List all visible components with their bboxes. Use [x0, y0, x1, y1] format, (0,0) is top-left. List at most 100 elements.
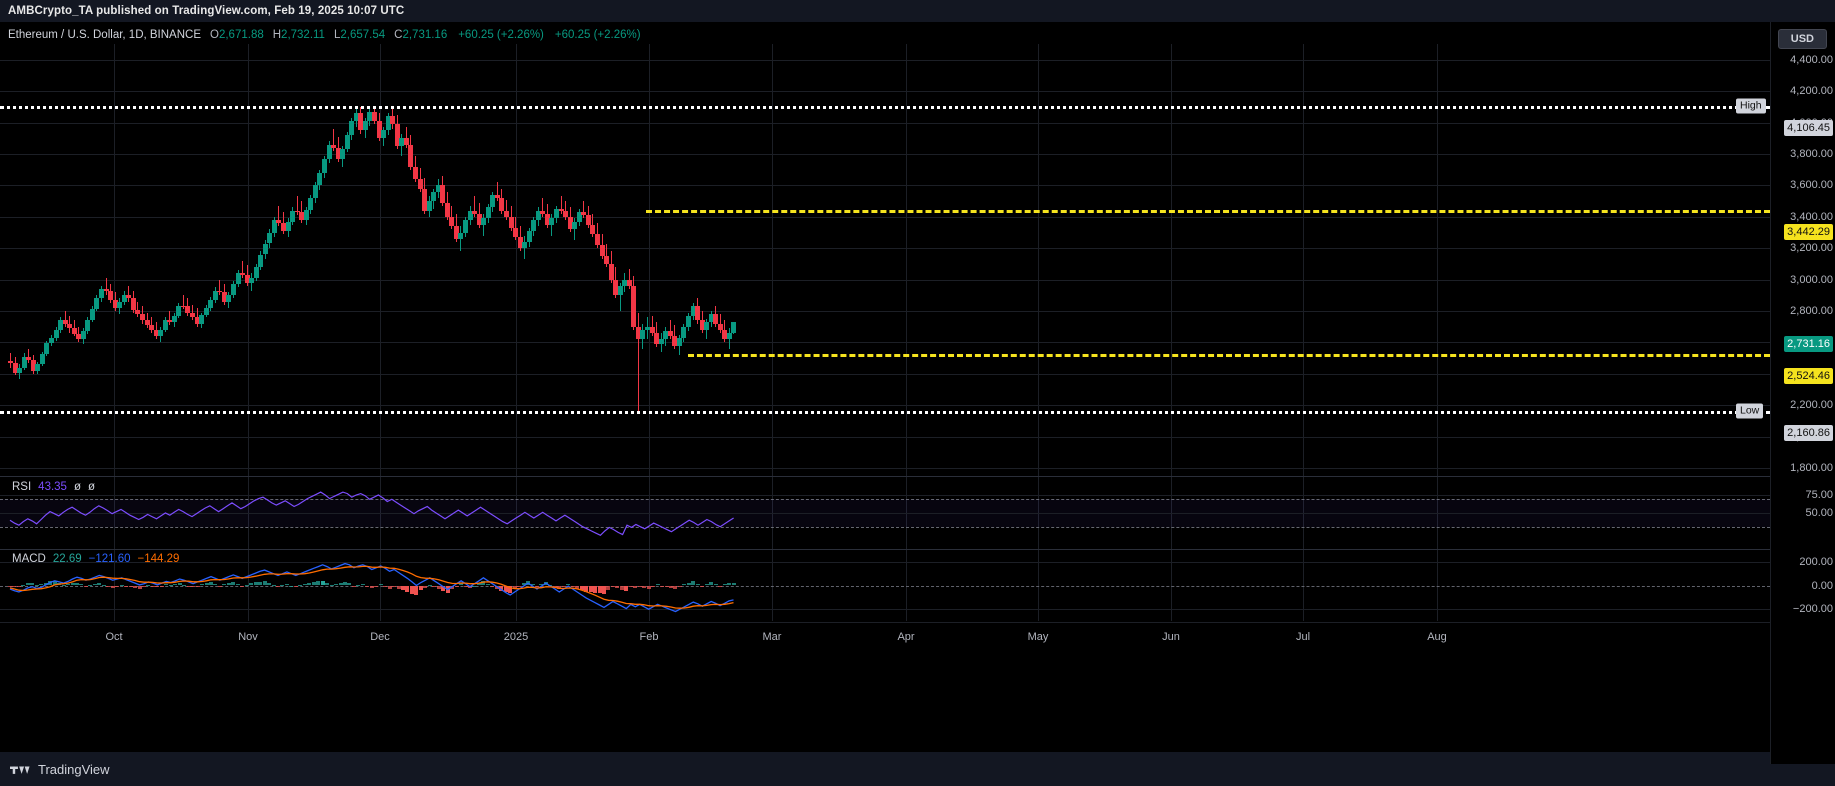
macd-histogram-bar	[463, 585, 468, 587]
candle-body	[144, 320, 150, 326]
candle-body	[594, 234, 600, 246]
candle-wick	[169, 311, 171, 326]
price-axis-tick: 2,800.00	[1790, 305, 1833, 318]
candle-body	[431, 191, 437, 202]
high-level-pill[interactable]: High	[1736, 98, 1766, 114]
candle-body	[194, 317, 200, 324]
macd-histogram-bar	[48, 581, 53, 586]
candle-body	[326, 144, 332, 159]
rsi-legend[interactable]: RSI 43.35 ø ø	[12, 481, 95, 493]
candle-body	[463, 219, 468, 233]
candle-body	[554, 208, 559, 219]
macd-histogram-bar	[88, 584, 93, 586]
macd-histogram-bar	[177, 583, 182, 586]
tradingview-logo-icon	[10, 766, 30, 774]
macd-histogram-bar	[43, 582, 48, 586]
price-gridline	[0, 153, 1770, 155]
macd-histogram-bar	[217, 585, 222, 587]
candle-body	[617, 285, 623, 296]
macd-histogram-bar	[150, 585, 155, 587]
price-axis-tick: 4,200.00	[1790, 85, 1833, 98]
candle-body	[271, 219, 277, 233]
price-level-line[interactable]	[0, 411, 1770, 415]
candle-body	[71, 328, 77, 334]
support-price-tag[interactable]: 2,524.46	[1784, 368, 1833, 385]
rsi-pane[interactable]	[0, 477, 1770, 549]
candle-body	[290, 210, 296, 222]
macd-histogram-bar	[441, 585, 446, 592]
candle-body	[258, 254, 264, 268]
candle-body	[408, 144, 414, 167]
macd-histogram-bar	[173, 584, 178, 586]
macd-histogram-bar	[593, 585, 598, 593]
candle-wick	[105, 278, 107, 295]
pane-separator-2[interactable]	[0, 549, 1835, 550]
macd-histogram-bar	[575, 585, 580, 589]
symbol-legend[interactable]: Ethereum / U.S. Dollar, 1D, BINANCE O2,6…	[8, 27, 641, 43]
time-axis-label: 2025	[503, 631, 529, 643]
macd-histogram-bar	[427, 585, 432, 587]
macd-pane[interactable]	[0, 550, 1770, 621]
macd-histogram-bar	[222, 584, 227, 586]
symbol-title[interactable]: Ethereum / U.S. Dollar, 1D, BINANCE	[8, 29, 202, 41]
rsi-axis-tick: 75.00	[1805, 489, 1833, 501]
candle-wick	[496, 182, 498, 202]
price-level-line-yellow[interactable]	[688, 354, 1770, 358]
macd-histogram-bar	[360, 583, 365, 586]
candle-wick	[551, 213, 553, 236]
pane-separator-1[interactable]	[0, 476, 1835, 477]
candle-body	[249, 278, 255, 283]
candle-body	[385, 116, 391, 131]
macd-histogram-bar	[182, 584, 187, 586]
macd-histogram-bar	[155, 585, 160, 588]
macd-histogram-bar	[401, 585, 406, 591]
macd-histogram-bar	[329, 585, 334, 587]
macd-histogram-bar	[106, 585, 111, 587]
price-gridline	[0, 468, 1770, 470]
price-axis-tick: 4,400.00	[1790, 53, 1833, 66]
macd-histogram-bar	[517, 585, 522, 587]
price-gridline	[0, 342, 1770, 344]
candle-body	[185, 306, 191, 313]
candle-body	[440, 185, 446, 203]
candle-body	[30, 359, 36, 371]
candle-body	[494, 194, 500, 198]
currency-badge[interactable]: USD	[1777, 29, 1827, 49]
candle-body	[426, 201, 432, 211]
price-level-line[interactable]	[0, 105, 1770, 109]
price-level-line-yellow[interactable]	[646, 210, 1770, 214]
macd-histogram-bar	[588, 585, 593, 593]
last-price-tag[interactable]: 2,731.16	[1784, 335, 1833, 352]
candle-body	[695, 306, 701, 321]
candle-body	[667, 331, 673, 337]
macd-histogram-bar	[651, 585, 656, 587]
price-axis[interactable]: 4,400.004,200.004,000.003,800.003,600.00…	[1770, 22, 1835, 764]
rsi-ma1: ø	[73, 481, 81, 493]
low-level-pill[interactable]: Low	[1736, 403, 1764, 419]
candle-body	[149, 325, 155, 330]
candle-wick	[619, 282, 621, 312]
macd-histogram-bar	[606, 585, 611, 590]
macd-histogram-bar	[673, 585, 678, 590]
time-axis-label: Apr	[897, 631, 915, 643]
price-pane[interactable]	[0, 44, 1770, 476]
candle-body	[508, 216, 514, 228]
candle-body	[635, 326, 641, 340]
macd-histogram-bar	[637, 585, 642, 587]
candle-body	[80, 331, 86, 340]
macd-legend[interactable]: MACD 22.69 −121.60 −144.29	[12, 553, 179, 565]
time-axis[interactable]: Oct Nov Dec 2025 Feb Mar Apr May Jun Jul Aug	[0, 622, 1835, 652]
macd-histogram-bar	[383, 585, 388, 587]
time-gridline	[248, 44, 249, 476]
candle-body	[522, 241, 528, 249]
candle-body	[699, 320, 705, 330]
high-price-tag[interactable]: 4,106.45	[1784, 119, 1833, 136]
macd-histogram-bar	[110, 585, 115, 588]
macd-histogram-bar	[52, 581, 57, 586]
tradingview-logo-text: TradingView	[38, 761, 110, 777]
candle-body	[62, 320, 68, 324]
macd-histogram-bar	[253, 582, 258, 586]
tradingview-logo[interactable]: TradingView	[10, 762, 110, 777]
low-price-tag[interactable]: 2,160.86	[1784, 425, 1833, 442]
resistance-price-tag[interactable]: 3,442.29	[1784, 224, 1833, 241]
